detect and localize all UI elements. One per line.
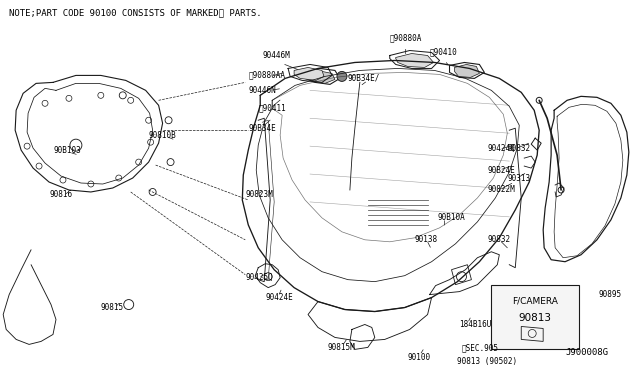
Circle shape: [337, 71, 347, 81]
Text: ※90880AA: ※90880AA: [248, 70, 285, 79]
Text: 90424E: 90424E: [265, 293, 293, 302]
Text: 90822M: 90822M: [488, 186, 515, 195]
Text: 90B34E/: 90B34E/: [348, 74, 380, 83]
Text: ※90411: ※90411: [258, 104, 286, 113]
Polygon shape: [294, 67, 324, 80]
Text: 90B103: 90B103: [53, 145, 81, 155]
Text: 90815M: 90815M: [328, 343, 356, 352]
Polygon shape: [454, 64, 479, 77]
Text: 90313: 90313: [508, 173, 531, 183]
Text: 90832: 90832: [488, 235, 511, 244]
Text: 90425Q: 90425Q: [245, 273, 273, 282]
Text: 90823M: 90823M: [245, 190, 273, 199]
Text: 90816: 90816: [49, 190, 72, 199]
Text: 90B24E: 90B24E: [488, 166, 515, 174]
Text: 184B16U: 184B16U: [460, 320, 492, 329]
Text: 90810B: 90810B: [148, 131, 177, 140]
Text: ※90880A: ※90880A: [390, 33, 422, 42]
Text: 90446M: 90446M: [262, 51, 290, 61]
Text: J900008G: J900008G: [566, 348, 609, 357]
Text: 90813 (90502): 90813 (90502): [458, 357, 518, 366]
Text: 90832: 90832: [508, 144, 531, 153]
Text: ※SEC.905: ※SEC.905: [461, 343, 499, 352]
Text: F/CAMERA: F/CAMERA: [512, 296, 558, 305]
Text: 90B10A: 90B10A: [438, 214, 465, 222]
Text: 90138: 90138: [415, 235, 438, 244]
Text: 90424Q: 90424Q: [488, 144, 515, 153]
Text: 90446N: 90446N: [248, 86, 276, 95]
Text: 90895: 90895: [599, 290, 622, 299]
Text: 90813: 90813: [518, 312, 552, 323]
Text: NOTE;PART CODE 90100 CONSISTS OF MARKED※ PARTS.: NOTE;PART CODE 90100 CONSISTS OF MARKED※…: [9, 9, 262, 17]
Text: ※90410: ※90410: [429, 48, 458, 57]
Polygon shape: [396, 54, 433, 67]
Polygon shape: [310, 71, 335, 83]
Text: 90815: 90815: [101, 303, 124, 312]
Bar: [492, 285, 579, 349]
Text: 90100: 90100: [408, 353, 431, 362]
Text: 90B34E: 90B34E: [248, 124, 276, 133]
